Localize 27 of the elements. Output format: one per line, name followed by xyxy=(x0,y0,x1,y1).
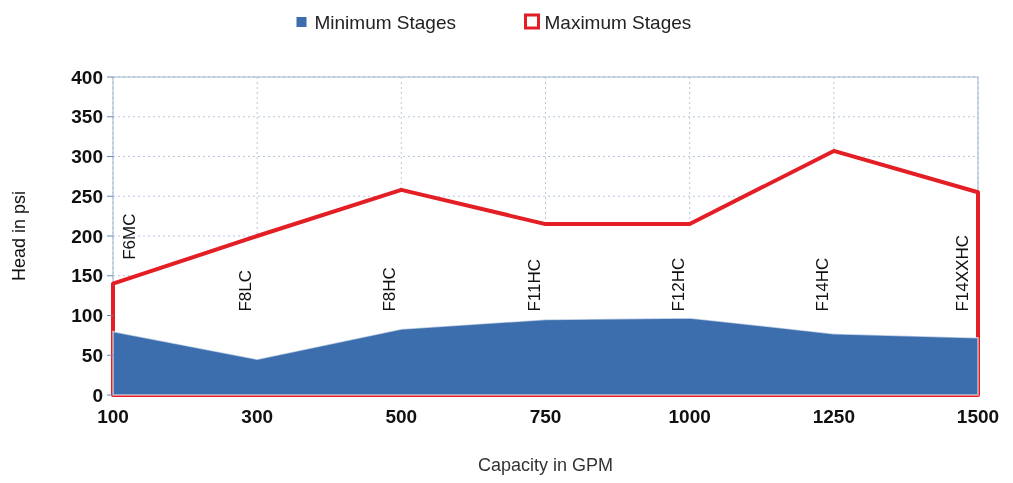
y-tick-label: 0 xyxy=(92,384,103,406)
annotation: F12HC xyxy=(668,257,688,312)
x-tick-label: 750 xyxy=(529,406,562,427)
legend-label: Minimum Stages xyxy=(314,11,456,33)
y-tick-label: 350 xyxy=(71,106,103,128)
x-tick-label: 300 xyxy=(241,406,274,427)
x-tick-label: 100 xyxy=(97,406,129,427)
x-tick-label: 1250 xyxy=(812,406,855,427)
y-tick-label: 200 xyxy=(71,225,103,247)
y-tick-label: 150 xyxy=(71,265,103,287)
annotation: F8HC xyxy=(380,267,400,312)
x-tick-label: 1500 xyxy=(956,406,1000,427)
legend-label: Maximum Stages xyxy=(544,11,692,33)
annotation: F6MC xyxy=(120,213,139,260)
x-axis-title: Capacity in GPM xyxy=(477,455,614,475)
y-tick-label: 300 xyxy=(71,146,103,168)
y-tick-label: 250 xyxy=(71,185,103,207)
annotation: F8LC xyxy=(236,269,256,312)
y-tick-label: 100 xyxy=(71,305,103,327)
y-axis-title: Head in psi xyxy=(9,190,29,282)
y-tick-label: 50 xyxy=(81,344,103,366)
annotation: F14HC xyxy=(812,257,832,312)
annotation: F14XXHC xyxy=(953,234,972,312)
x-tick-label: 500 xyxy=(385,406,418,427)
y-tick-label: 400 xyxy=(71,66,103,88)
x-tick-label: 1000 xyxy=(668,406,711,427)
annotation: F11HC xyxy=(524,258,544,312)
